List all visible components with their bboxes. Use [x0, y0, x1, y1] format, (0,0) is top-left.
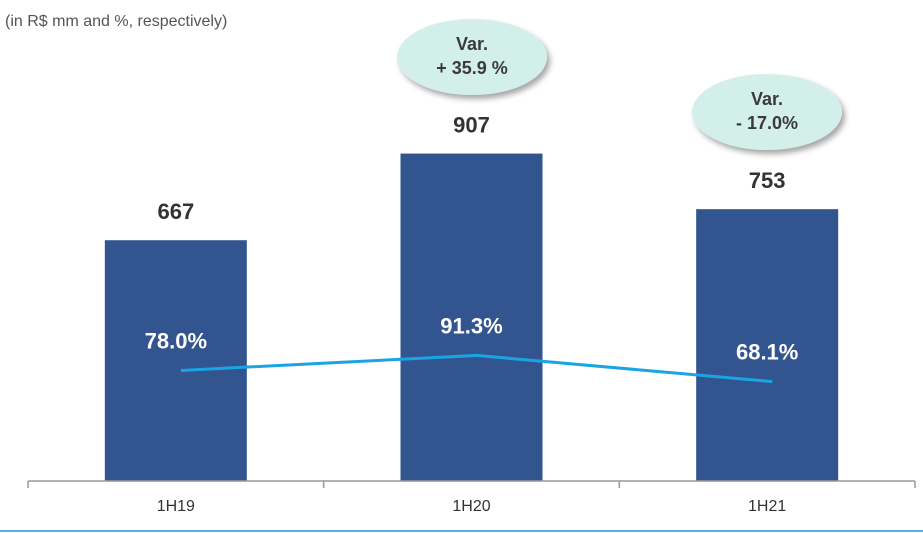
line-series: [180, 353, 773, 384]
bar: [104, 240, 247, 481]
bar-value-label: 907: [453, 112, 490, 137]
variation-bubble: [692, 74, 842, 150]
line-value-label: 91.3%: [440, 313, 502, 338]
variation-label: Var.: [456, 34, 488, 54]
variation-bubble: [397, 19, 547, 95]
x-tick-label: 1H21: [748, 498, 786, 515]
line-value-label: 78.0%: [145, 328, 207, 353]
x-tick-label: 1H20: [452, 498, 490, 515]
x-tick-label: 1H19: [157, 498, 195, 515]
bar: [400, 153, 543, 481]
bar-value-label: 667: [157, 199, 194, 224]
line-value-label: 68.1%: [736, 339, 798, 364]
variation-label: + 35.9 %: [436, 58, 508, 78]
bar: [696, 209, 839, 482]
bar-value-label: 753: [749, 168, 786, 193]
chart-subtitle: (in R$ mm and %, respectively): [5, 13, 227, 30]
variation-label: Var.: [751, 89, 783, 109]
variation-label: - 17.0%: [736, 113, 798, 133]
